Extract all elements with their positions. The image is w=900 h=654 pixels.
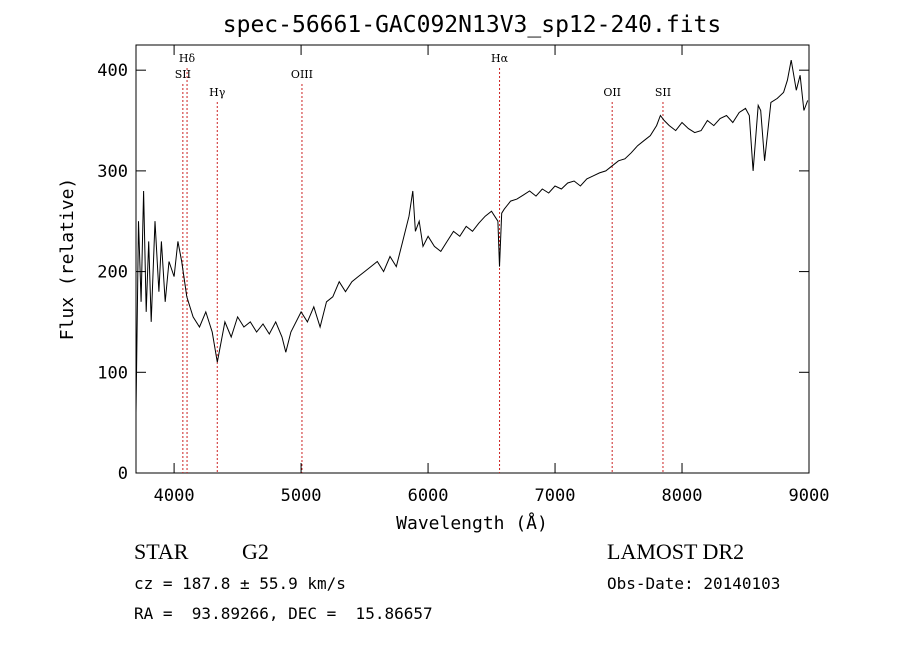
spectral-line-label: Hγ	[209, 86, 226, 99]
x-tick-label: 7000	[535, 486, 576, 506]
axis-ticks: 4000 5000 6000 7000 8000 9000 0 100 200 300 400	[97, 45, 829, 506]
y-tick-label: 300	[97, 162, 128, 182]
survey-name: LAMOST DR2	[607, 539, 745, 564]
x-tick-label: 9000	[789, 486, 830, 506]
spectral-line-label: SII	[655, 86, 671, 99]
spectral-line-label: Hα	[491, 52, 509, 65]
object-type: STAR	[134, 539, 189, 564]
spectral-line-markers: Hδ SII Hγ OIII Hα OII SII	[175, 52, 671, 473]
y-tick-label: 0	[118, 464, 128, 484]
y-tick-label: 100	[97, 363, 128, 383]
x-tick-label: 4000	[154, 486, 195, 506]
observation-date: Obs-Date: 20140103	[607, 574, 781, 593]
redshift-cz: cz = 187.8 ± 55.9 km/s	[134, 574, 346, 593]
x-tick-label: 6000	[408, 486, 449, 506]
chart-title: spec-56661-GAC092N13V3_sp12-240.fits	[223, 12, 722, 38]
y-axis-label: Flux (relative)	[57, 178, 78, 341]
object-subclass: G2	[242, 539, 269, 564]
spectral-line-label: Hδ	[179, 52, 196, 65]
spectrum-line	[135, 60, 809, 413]
spectral-line-label: SII	[175, 68, 191, 81]
ra-dec-coordinates: RA = 93.89266, DEC = 15.86657	[134, 604, 433, 623]
spectral-line-label: OIII	[291, 68, 313, 81]
y-tick-label: 400	[97, 61, 128, 81]
x-axis-label: Wavelength (Å)	[396, 512, 548, 534]
y-tick-label: 200	[97, 263, 128, 283]
plot-frame	[135, 44, 810, 474]
x-tick-label: 8000	[662, 486, 703, 506]
x-tick-label: 5000	[281, 486, 322, 506]
spectral-line-label: OII	[603, 86, 621, 99]
